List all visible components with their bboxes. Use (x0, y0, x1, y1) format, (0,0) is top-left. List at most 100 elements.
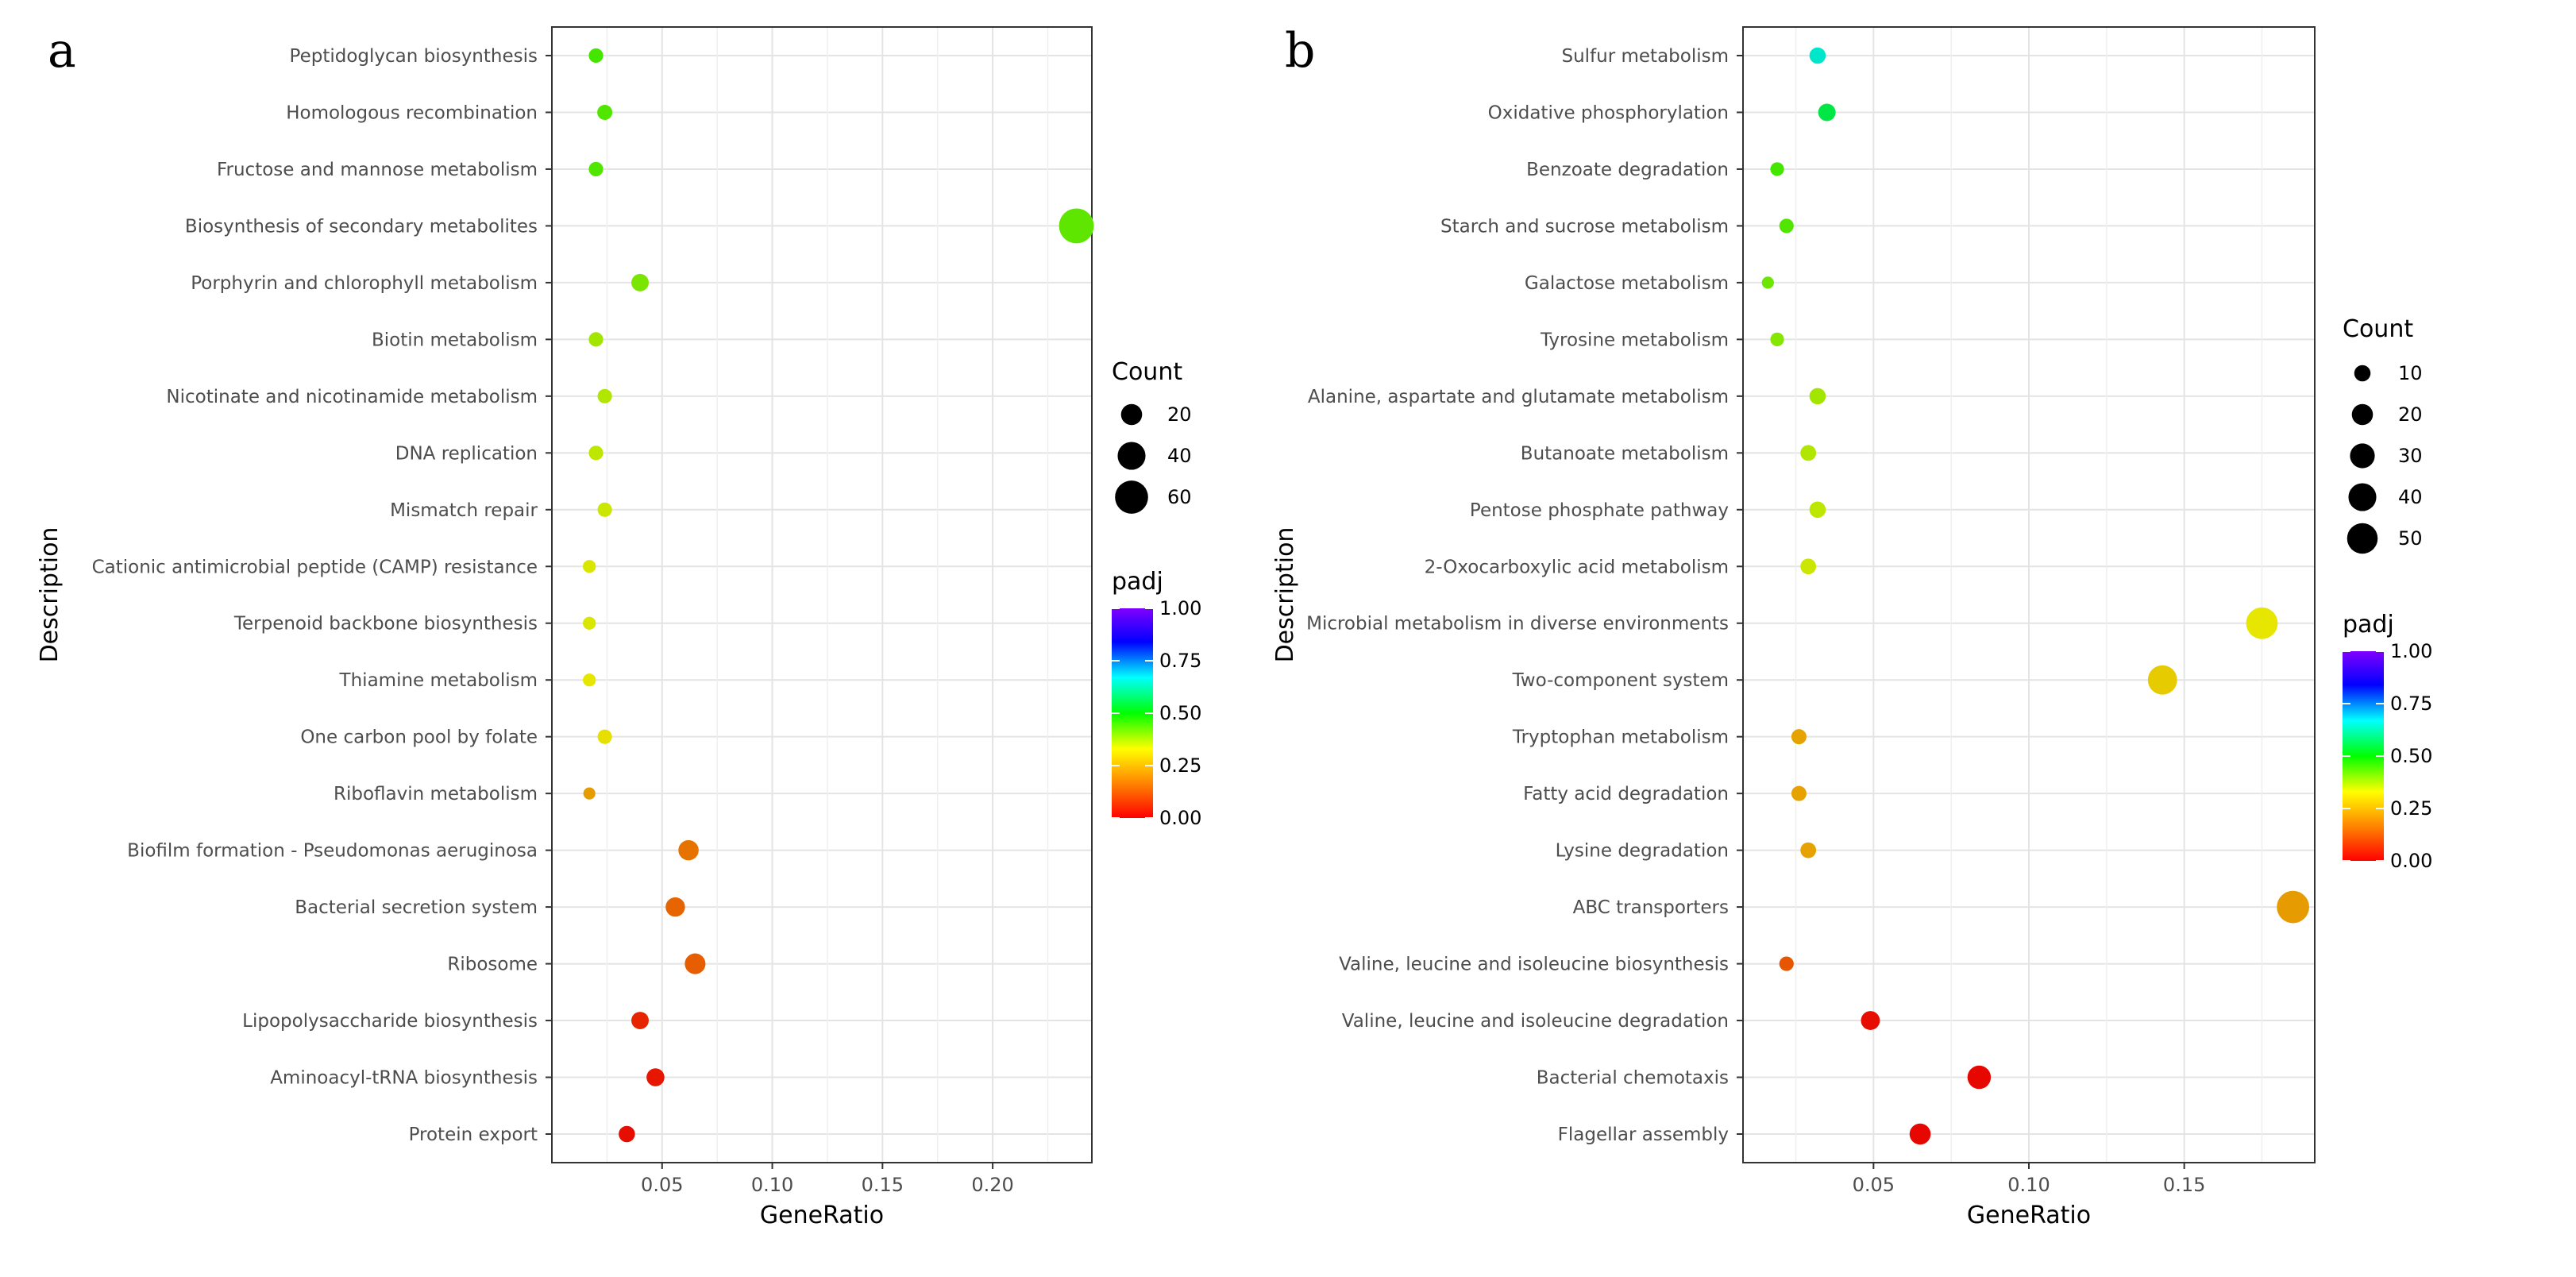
panel-a-point (588, 161, 604, 177)
panel-b-points (1761, 47, 2309, 1145)
panel-a-y-label: Biofilm formation - Pseudomonas aerugino… (127, 841, 538, 862)
panel-a-point (1059, 208, 1094, 244)
panel-b-y-label: Lysine degradation (1556, 841, 1729, 862)
panel-a: a Peptidoglycan biosynthesis Homologous r… (36, 23, 1201, 1229)
panel-a-padj-legend: padj 1.00 0.75 0.50 0.25 0.00 (1112, 568, 1201, 829)
panel-a-padj-tick-label: 0.50 (1159, 702, 1201, 724)
panel-a-point (597, 729, 612, 744)
panel-a-point (597, 104, 613, 120)
panel-a-point (619, 1125, 635, 1143)
panel-b-y-label: Flagellar assembly (1558, 1125, 1729, 1145)
panel-b-label: b (1285, 23, 1315, 79)
panel-b-count-legend-label: 10 (2398, 362, 2423, 384)
panel-b-point (1800, 558, 1817, 575)
panel-a-count-legend-dot (1120, 403, 1143, 426)
panel-b-y-label: Starch and sucrose metabolism (1440, 216, 1729, 237)
panel-b-count-legend-label: 50 (2398, 527, 2423, 550)
panel-a-count-legend-dot (1117, 442, 1146, 470)
panel-b-count-legend-title: Count (2343, 315, 2413, 343)
panel-a-y-label: Porphyrin and chlorophyll metabolism (191, 273, 538, 294)
panel-a-y-label: One carbon pool by folate (300, 727, 538, 748)
panel-a-count-legend-title: Count (1112, 358, 1182, 386)
panel-a-y-label: Biosynthesis of secondary metabolites (185, 216, 538, 237)
panel-b-y-label: ABC transporters (1573, 897, 1729, 918)
panel-b-count-legend-dot (2347, 523, 2378, 554)
panel-b-point (1779, 218, 1794, 233)
panel-a-padj-tick-label: 1.00 (1159, 597, 1201, 619)
panel-a-grid (552, 27, 1092, 1163)
panel-b-grid (1743, 27, 2315, 1163)
panel-b-y-label: Alanine, aspartate and glutamate metabol… (1308, 387, 1729, 407)
panel-b-padj-tick-label: 0.50 (2390, 745, 2432, 767)
panel-a-points (583, 48, 1094, 1143)
panel-a-y-label: Riboflavin metabolism (334, 784, 538, 804)
panel-b-y-label: Microbial metabolism in diverse environm… (1306, 614, 1729, 635)
panel-a-label: a (48, 23, 76, 79)
panel-a-y-label: Homologous recombination (286, 102, 538, 123)
panel-b-y-label: Valine, leucine and isoleucine degradati… (1342, 1011, 1729, 1032)
panel-b-count-legend-dot (2350, 443, 2375, 469)
panel-b-point (1809, 501, 1826, 519)
panel-a-y-label: Bacterial secretion system (295, 897, 538, 918)
panel-b-padj-legend-title: padj (2343, 611, 2394, 638)
panel-b-point (1967, 1065, 1992, 1090)
panel-b-point (1791, 785, 1807, 801)
panel-a-point (583, 673, 596, 687)
panel-a-x-axis-title: GeneRatio (760, 1202, 884, 1229)
panel-a-padj-tick-label: 0.25 (1159, 754, 1201, 777)
panel-a-count-legend-label: 40 (1167, 445, 1192, 467)
panel-a-point (588, 332, 604, 347)
panel-b-x-ticks: 0.05 0.10 0.15 (1853, 1163, 2205, 1196)
panel-b-point (1800, 445, 1817, 461)
panel-b-point (1861, 1011, 1880, 1030)
panel-b-point (2147, 665, 2177, 695)
panel-a-point (678, 839, 699, 861)
panel-a-y-label: Nicotinate and nicotinamide metabolism (166, 387, 538, 407)
panel-a-point (665, 897, 685, 917)
panel-a-y-label: DNA replication (395, 443, 538, 464)
panel-b-y-labels: Sulfur metabolism Oxidative phosphorylati… (1306, 46, 1743, 1145)
panel-b-x-axis-title: GeneRatio (1967, 1202, 2091, 1229)
panel-b-point (1770, 332, 1784, 347)
panel-b-point (2246, 607, 2278, 639)
panel-a-y-label: Fructose and mannose metabolism (217, 160, 538, 180)
panel-a-count-legend-label: 60 (1167, 486, 1192, 508)
panel-a-y-label: Aminoacyl-tRNA biosynthesis (270, 1068, 538, 1089)
panel-a-point (588, 48, 604, 64)
panel-b-point (1791, 729, 1807, 745)
panel-a-y-label: Cationic antimicrobial peptide (CAMP) re… (92, 557, 538, 577)
panel-b-padj-tick-label: 0.25 (2390, 797, 2432, 820)
panel-b-count-legend-dot (2348, 483, 2377, 511)
panel-b-count-legend: Count 10 20 30 40 50 (2343, 315, 2423, 554)
panel-a-x-tick-label: 0.15 (862, 1174, 904, 1196)
panel-b-y-label: Valine, leucine and isoleucine biosynthe… (1339, 955, 1729, 975)
panel-a-count-legend-label: 20 (1167, 403, 1192, 426)
panel-b-y-axis-title: Description (1271, 527, 1299, 663)
panel-b-padj-tick-label: 0.00 (2390, 850, 2432, 872)
panel-a-y-label: Biotin metabolism (372, 330, 538, 350)
panel-a-y-label: Mismatch repair (390, 500, 538, 521)
panel-b-y-label: Tryptophan metabolism (1512, 727, 1729, 748)
panel-a-padj-tick-label: 0.75 (1159, 650, 1201, 672)
panel-b-count-legend-label: 20 (2398, 403, 2423, 426)
panel-a-point (597, 502, 612, 517)
panel-a-point (631, 273, 649, 291)
panel-b-y-label: Fatty acid degradation (1523, 784, 1729, 804)
panel-b-y-label: Butanoate metabolism (1521, 443, 1729, 464)
panel-b-y-label: Galactose metabolism (1525, 273, 1729, 294)
panel-a-padj-legend-title: padj (1112, 568, 1163, 596)
panel-b-padj-legend: padj 1.00 0.75 0.50 0.25 0.00 (2343, 611, 2432, 872)
panel-b-count-legend-dot (2354, 365, 2371, 382)
panel-b-point (1818, 103, 1836, 122)
panel-b-point (1809, 47, 1826, 64)
panel-b-padj-tick-label: 1.00 (2390, 640, 2432, 662)
panel-a-padj-tick-label: 0.00 (1159, 807, 1201, 829)
panel-a-x-tick-label: 0.05 (641, 1174, 683, 1196)
panel-b-y-label: Bacterial chemotaxis (1537, 1068, 1729, 1089)
panel-b-count-legend-dot (2351, 403, 2374, 426)
panel-b-point (1761, 276, 1774, 289)
panel-a-y-labels: Peptidoglycan biosynthesis Homologous rec… (92, 46, 552, 1145)
panel-a-y-label: Peptidoglycan biosynthesis (290, 46, 538, 67)
panel-b: b Sulfur metabolism Oxidative phosphoryla… (1271, 23, 2432, 1229)
